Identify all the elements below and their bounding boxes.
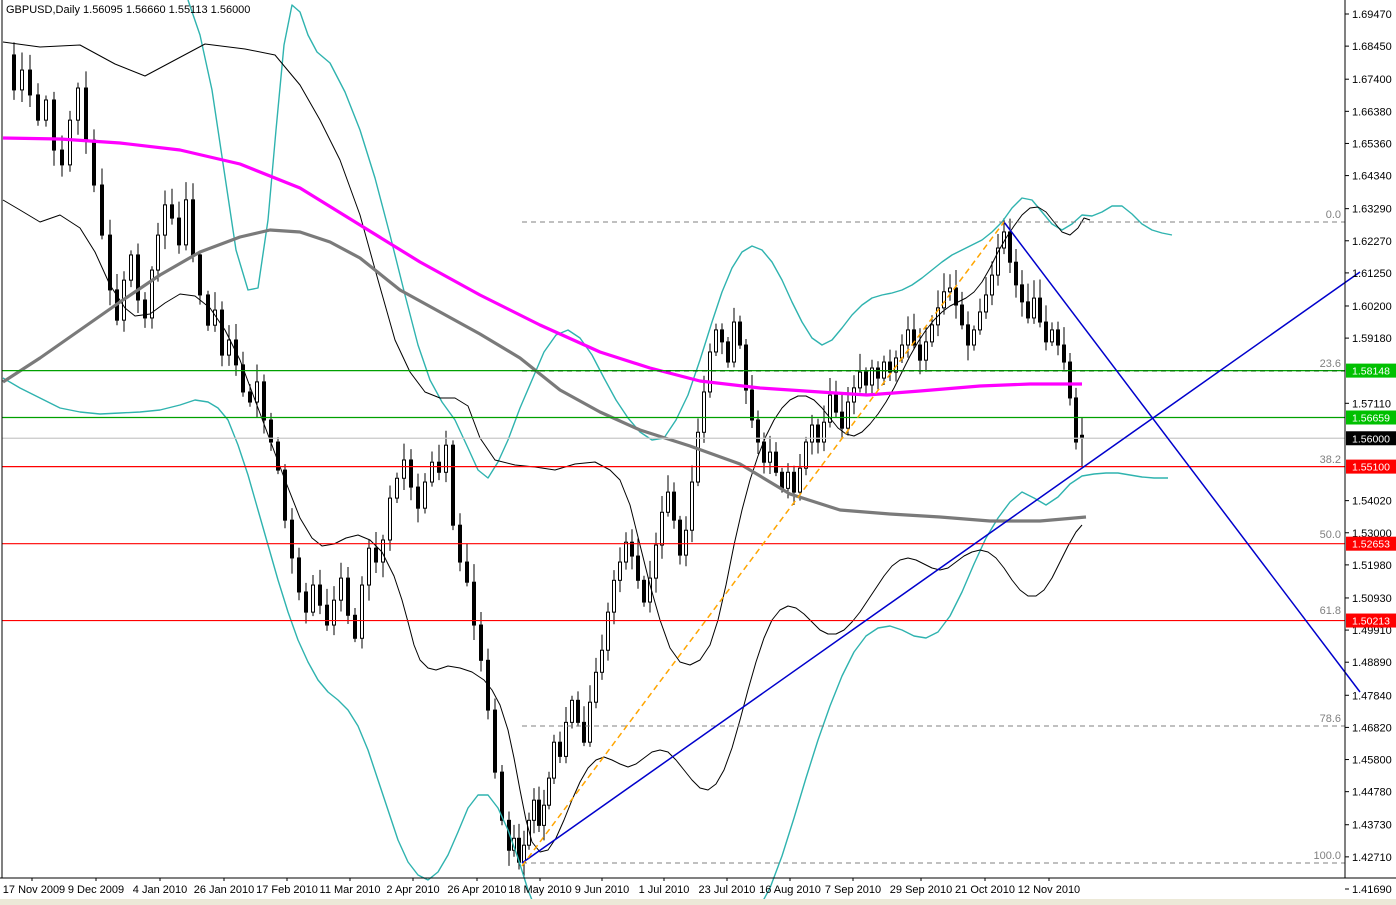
svg-text:1.67400: 1.67400 — [1352, 74, 1392, 86]
svg-text:1.63290: 1.63290 — [1352, 204, 1392, 216]
svg-text:1.50213: 1.50213 — [1352, 616, 1390, 628]
price-badge-1.58148 — [1346, 363, 1396, 378]
svg-text:0.0: 0.0 — [1326, 209, 1341, 221]
svg-text:100.0: 100.0 — [1313, 850, 1341, 862]
svg-text:1.64340: 1.64340 — [1352, 171, 1392, 183]
svg-text:23 Jul 2010: 23 Jul 2010 — [699, 884, 756, 896]
svg-text:11 Mar 2010: 11 Mar 2010 — [320, 884, 381, 896]
indicator-bands — [2, 0, 1173, 905]
svg-text:16 Aug 2010: 16 Aug 2010 — [759, 884, 821, 896]
trendline-ascending-support — [521, 271, 1361, 864]
svg-text:7 Sep 2010: 7 Sep 2010 — [825, 884, 881, 896]
price-badge-1.56000 — [1346, 431, 1396, 446]
horizontal-lines — [2, 370, 1345, 622]
svg-text:1.51980: 1.51980 — [1352, 560, 1392, 572]
svg-text:1.65360: 1.65360 — [1352, 138, 1392, 150]
svg-text:78.6: 78.6 — [1320, 713, 1341, 725]
candlestick-series — [12, 42, 1084, 877]
svg-text:12 Nov 2010: 12 Nov 2010 — [1018, 884, 1080, 896]
svg-text:50.0: 50.0 — [1320, 529, 1341, 541]
svg-text:1.41690: 1.41690 — [1352, 884, 1392, 896]
price-badges: 1.58148 1.56659 1.56000 1.55100 1.52653 1.502… — [1346, 363, 1396, 628]
svg-text:23.6: 23.6 — [1320, 358, 1341, 370]
svg-text:1.54020: 1.54020 — [1352, 496, 1392, 508]
svg-text:1.62270: 1.62270 — [1352, 236, 1392, 248]
price-badge-1.50213 — [1346, 613, 1396, 628]
svg-text:1.49910: 1.49910 — [1352, 625, 1392, 637]
svg-text:1.56000: 1.56000 — [1352, 433, 1390, 445]
svg-text:1.69470: 1.69470 — [1352, 9, 1392, 21]
price-badge-1.55100 — [1346, 459, 1396, 474]
svg-text:29 Sep 2010: 29 Sep 2010 — [890, 884, 952, 896]
svg-text:1 Jul 2010: 1 Jul 2010 — [639, 884, 690, 896]
time-axis[interactable]: 17 Nov 2009 9 Dec 2009 4 Jan 2010 26 Jan 20… — [3, 878, 1080, 896]
svg-text:1.44780: 1.44780 — [1352, 787, 1392, 799]
svg-text:61.8: 61.8 — [1320, 605, 1341, 617]
svg-text:1.58148: 1.58148 — [1352, 366, 1390, 378]
trendline-fib-baseline-orange — [521, 221, 1005, 867]
svg-text:1.61250: 1.61250 — [1352, 268, 1392, 280]
svg-text:9 Jun 2010: 9 Jun 2010 — [575, 884, 629, 896]
svg-text:1.57110: 1.57110 — [1352, 398, 1391, 410]
svg-text:1.42710: 1.42710 — [1352, 852, 1392, 864]
trendlines — [521, 221, 1361, 867]
svg-text:17 Nov 2009: 17 Nov 2009 — [3, 884, 65, 896]
svg-text:1.46820: 1.46820 — [1352, 722, 1392, 734]
svg-text:1.59180: 1.59180 — [1352, 333, 1392, 345]
svg-text:1.52653: 1.52653 — [1352, 539, 1390, 551]
svg-text:1.56659: 1.56659 — [1352, 413, 1390, 425]
svg-text:1.48890: 1.48890 — [1352, 657, 1392, 669]
price-badge-1.56659 — [1346, 410, 1396, 425]
svg-text:1.43730: 1.43730 — [1352, 820, 1392, 832]
svg-text:1.68450: 1.68450 — [1352, 41, 1392, 53]
svg-text:1.60200: 1.60200 — [1352, 301, 1392, 313]
svg-text:1.55100: 1.55100 — [1352, 462, 1390, 474]
price-axis[interactable]: 1.69470 1.68450 1.67400 1.66380 1.65360 1.643… — [1345, 9, 1392, 896]
svg-text:4 Jan 2010: 4 Jan 2010 — [133, 884, 187, 896]
svg-text:9 Dec 2009: 9 Dec 2009 — [68, 884, 124, 896]
svg-text:18 May 2010: 18 May 2010 — [508, 884, 572, 896]
svg-text:1.50930: 1.50930 — [1352, 593, 1392, 605]
svg-text:38.2: 38.2 — [1320, 454, 1341, 466]
svg-text:1.45800: 1.45800 — [1352, 755, 1392, 767]
svg-text:21 Oct 2010: 21 Oct 2010 — [955, 884, 1015, 896]
svg-text:26 Apr 2010: 26 Apr 2010 — [447, 884, 506, 896]
svg-text:17 Feb 2010: 17 Feb 2010 — [256, 884, 318, 896]
svg-text:2 Apr 2010: 2 Apr 2010 — [386, 884, 439, 896]
svg-text:1.66380: 1.66380 — [1352, 106, 1392, 118]
moving-averages — [2, 136, 1087, 523]
price-badge-1.52653 — [1346, 536, 1396, 551]
svg-text:26 Jan 2010: 26 Jan 2010 — [194, 884, 255, 896]
svg-text:1.47840: 1.47840 — [1352, 690, 1392, 702]
chart-title: GBPUSD,Daily 1.56095 1.56660 1.55113 1.5… — [6, 4, 251, 16]
fibonacci-retracement: 0.0 23.6 38.2 50.0 61.8 78.6 100.0 — [522, 209, 1345, 864]
trendline-descending-resistance — [1003, 221, 1361, 693]
